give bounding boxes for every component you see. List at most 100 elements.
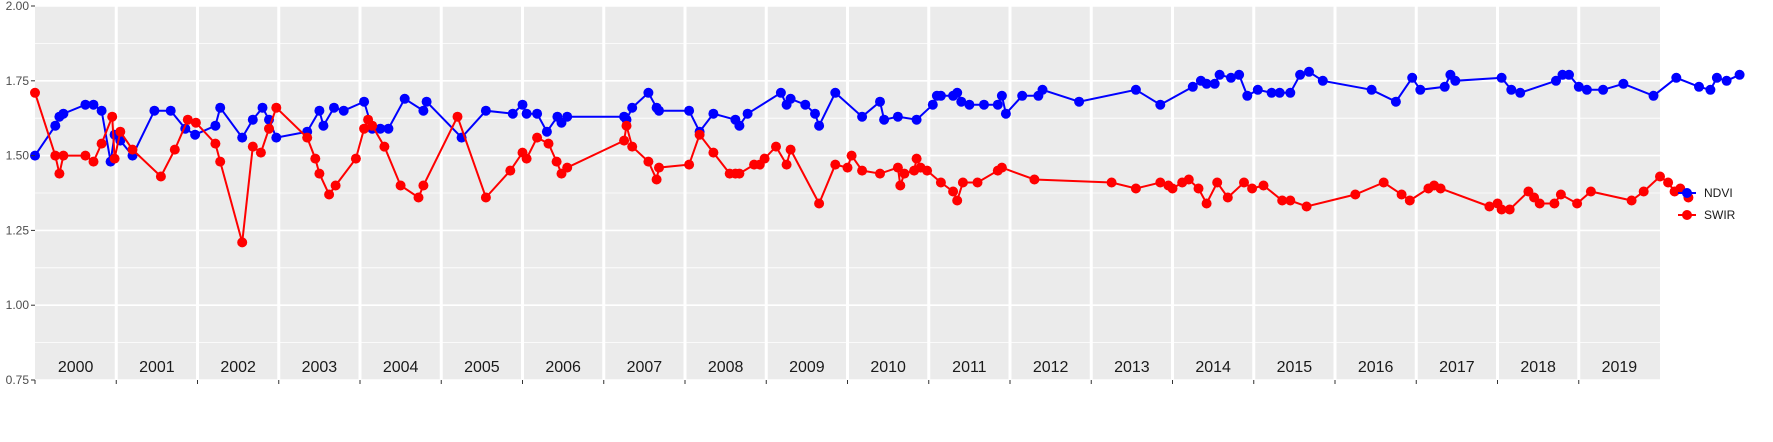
year-label: 2005	[464, 359, 500, 376]
data-point-swir	[1277, 195, 1288, 206]
data-point-ndvi	[911, 114, 922, 125]
data-point-ndvi	[1439, 81, 1450, 92]
data-point-swir	[359, 123, 370, 134]
series-swir	[30, 87, 1694, 248]
data-point-ndvi	[979, 99, 989, 110]
legend-label: NDVI	[1704, 186, 1733, 200]
data-point-swir	[109, 153, 120, 164]
legend-label: SWIR	[1704, 208, 1736, 222]
data-point-swir	[551, 156, 562, 167]
data-point-swir	[310, 153, 321, 164]
data-point-ndvi	[338, 105, 349, 116]
data-point-swir	[1247, 183, 1258, 194]
year-label: 2006	[545, 359, 581, 376]
data-point-ndvi	[1496, 72, 1507, 83]
data-point-swir	[957, 177, 968, 188]
data-point-swir	[543, 138, 554, 149]
data-point-ndvi	[247, 114, 258, 125]
data-point-swir	[505, 165, 516, 176]
year-label: 2015	[1277, 359, 1313, 376]
data-point-ndvi	[1266, 87, 1277, 98]
data-point-swir	[1496, 204, 1507, 215]
data-point-swir	[452, 111, 463, 122]
year-label: 2004	[383, 359, 419, 376]
data-point-ndvi	[237, 132, 248, 143]
data-point-swir	[1285, 195, 1296, 206]
data-point-ndvi	[271, 132, 282, 143]
data-point-swir	[413, 192, 424, 203]
data-point-ndvi	[952, 87, 963, 98]
data-point-swir	[169, 144, 180, 155]
data-point-swir	[379, 141, 390, 152]
data-point-swir	[562, 162, 573, 173]
data-point-swir	[80, 150, 91, 161]
data-point-ndvi	[1209, 78, 1220, 89]
data-point-ndvi	[892, 111, 903, 122]
year-label: 2013	[1114, 359, 1150, 376]
data-point-ndvi	[562, 111, 573, 122]
data-point-ndvi	[421, 96, 432, 107]
data-point-ndvi	[257, 102, 268, 113]
data-point-swir	[1555, 189, 1566, 200]
year-label: 2009	[789, 359, 825, 376]
data-point-swir	[734, 168, 745, 179]
data-point-ndvi	[734, 120, 745, 131]
year-dividers	[114, 6, 1581, 380]
data-point-swir	[50, 150, 61, 161]
data-point-swir	[952, 195, 963, 206]
data-point-swir	[532, 132, 543, 143]
data-point-ndvi	[830, 87, 841, 98]
data-point-swir	[759, 153, 770, 164]
data-point-ndvi	[532, 108, 543, 119]
data-point-swir	[58, 150, 69, 161]
data-point-ndvi	[1564, 69, 1574, 80]
data-point-ndvi	[1415, 84, 1426, 95]
data-point-swir	[88, 156, 99, 167]
year-label: 2019	[1602, 359, 1638, 376]
data-point-swir	[1396, 189, 1407, 200]
data-point-swir	[875, 168, 885, 179]
data-point-swir	[846, 150, 857, 161]
data-point-swir	[1193, 183, 1204, 194]
data-point-ndvi	[964, 99, 975, 110]
legend: NDVI SWIR	[1678, 186, 1736, 222]
series-layer	[30, 66, 1745, 248]
data-point-ndvi	[956, 96, 967, 107]
legend-item-ndvi: NDVI	[1678, 186, 1733, 200]
data-point-ndvi	[857, 111, 868, 122]
data-point-ndvi	[50, 120, 61, 131]
year-label: 2014	[1195, 359, 1231, 376]
data-point-ndvi	[1242, 90, 1253, 101]
data-point-ndvi	[58, 108, 69, 119]
data-point-ndvi	[96, 105, 107, 116]
data-point-ndvi	[1274, 87, 1285, 98]
data-point-ndvi	[541, 126, 552, 137]
data-point-ndvi	[1450, 75, 1461, 86]
data-point-swir	[127, 144, 138, 155]
y-tick-label: 1.25	[6, 223, 30, 237]
data-point-swir	[654, 162, 664, 173]
data-point-ndvi	[517, 99, 528, 110]
data-point-ndvi	[314, 105, 325, 116]
data-point-ndvi	[1551, 75, 1561, 86]
data-point-ndvi	[684, 105, 695, 116]
data-point-swir	[1029, 174, 1040, 185]
data-point-ndvi	[1155, 99, 1166, 110]
data-point-swir	[247, 141, 258, 152]
data-point-ndvi	[1017, 90, 1028, 101]
data-point-swir	[350, 153, 361, 164]
data-point-swir	[892, 162, 903, 173]
data-point-ndvi	[708, 108, 719, 119]
data-point-ndvi	[992, 99, 1003, 110]
year-label: 2010	[870, 359, 906, 376]
data-point-ndvi	[521, 108, 532, 119]
data-point-ndvi	[1648, 90, 1659, 101]
data-point-ndvi	[507, 108, 518, 119]
data-point-ndvi	[1671, 72, 1682, 83]
data-point-swir	[621, 120, 632, 131]
x-axis	[34, 380, 1580, 384]
data-point-ndvi	[1285, 87, 1296, 98]
year-label: 2002	[220, 359, 256, 376]
y-tick-label: 1.75	[6, 74, 30, 88]
year-label: 2000	[58, 359, 94, 376]
